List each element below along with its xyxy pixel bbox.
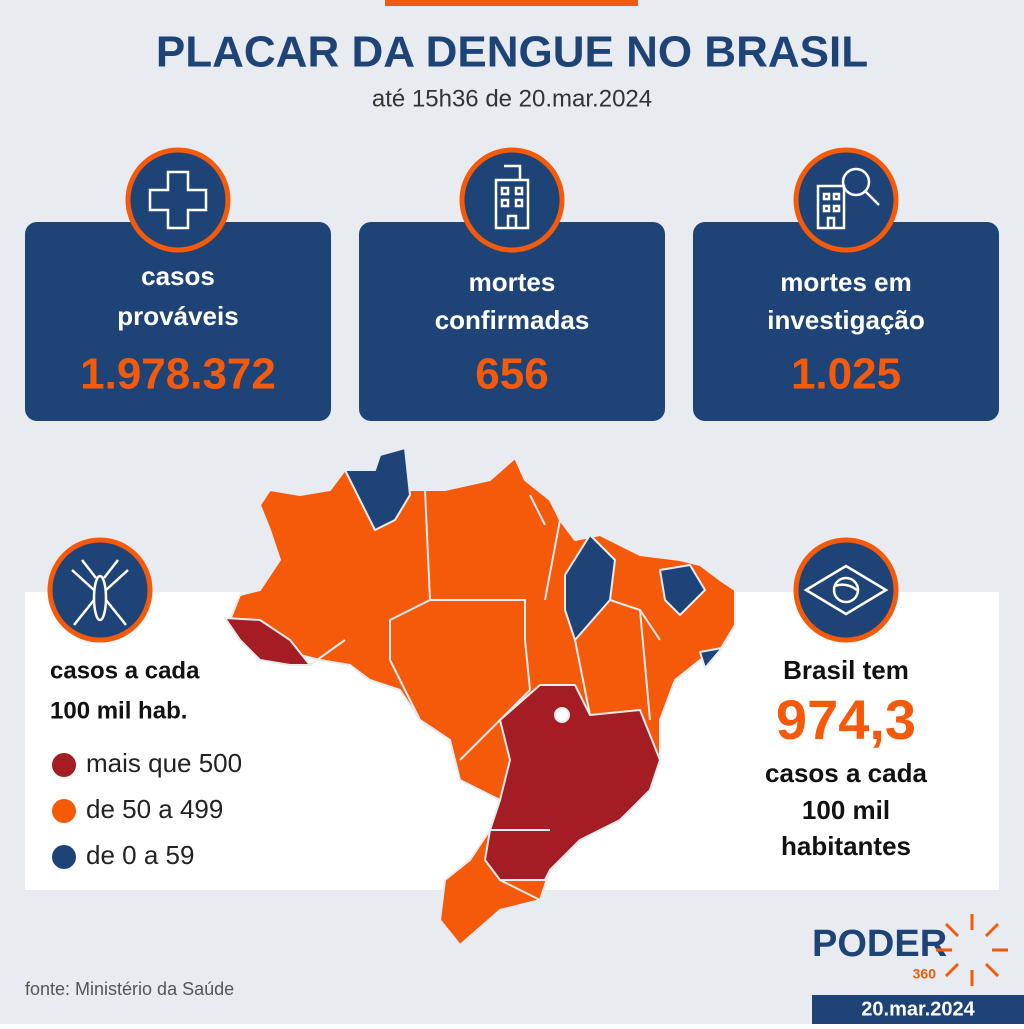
state-blue [659, 564, 706, 616]
legend-label: de 0 a 59 [86, 840, 194, 870]
card-label: mortes em [780, 267, 912, 297]
legend: casos a cada 100 mil hab. mais que 500 d… [47, 537, 242, 870]
callout-intro: Brasil tem [783, 655, 909, 685]
callout-line: habitantes [781, 831, 911, 861]
logo-sun [936, 914, 1008, 986]
flag-icon [793, 537, 899, 643]
date: 20.mar.2024 [861, 998, 975, 1020]
cards: casos prováveis 1.978.372 mortes confirm… [25, 147, 999, 421]
state-blue [344, 447, 411, 531]
legend-swatch [52, 753, 76, 777]
card-label: confirmadas [435, 305, 590, 335]
state-red [224, 617, 311, 666]
legend-swatch [52, 845, 76, 869]
card-label: mortes [469, 267, 556, 297]
state-red [484, 684, 661, 881]
building-icon [494, 164, 530, 230]
source: fonte: Ministério da Saúde [25, 979, 234, 999]
subtitle: até 15h36 de 20.mar.2024 [372, 85, 652, 112]
title: PLACAR DA DENGUE NO BRASIL [156, 28, 868, 77]
card-value: 1.978.372 [80, 350, 276, 399]
brazil-map [224, 444, 736, 946]
legend-swatch [52, 799, 76, 823]
logo: PODER [812, 923, 947, 965]
card-value: 1.025 [791, 350, 901, 399]
callout: Brasil tem 974,3 casos a cada 100 mil ha… [765, 537, 927, 861]
card [359, 222, 665, 421]
top-bar [385, 0, 638, 6]
callout-line: 100 mil [802, 795, 890, 825]
card-label: prováveis [117, 301, 238, 331]
card-value: 656 [475, 350, 548, 399]
card-label: casos [141, 261, 215, 291]
mosquito-icon [47, 537, 153, 643]
legend-title: 100 mil hab. [50, 697, 187, 724]
legend-label: mais que 500 [86, 748, 242, 778]
legend-label: de 50 a 499 [86, 794, 223, 824]
callout-value: 974,3 [776, 688, 916, 751]
callout-line: casos a cada [765, 758, 927, 788]
date-box [812, 995, 1024, 1024]
legend-title: casos a cada [50, 657, 200, 684]
investigation-icon [816, 184, 846, 230]
icon-circle [793, 147, 899, 253]
card [25, 222, 331, 421]
card-label: investigação [767, 305, 925, 335]
icon-circle [459, 147, 565, 253]
icon-circle [125, 147, 231, 253]
logo-sub: 360 [913, 966, 937, 982]
state-blue [699, 647, 723, 669]
health-icon [148, 170, 208, 230]
card [693, 222, 999, 421]
